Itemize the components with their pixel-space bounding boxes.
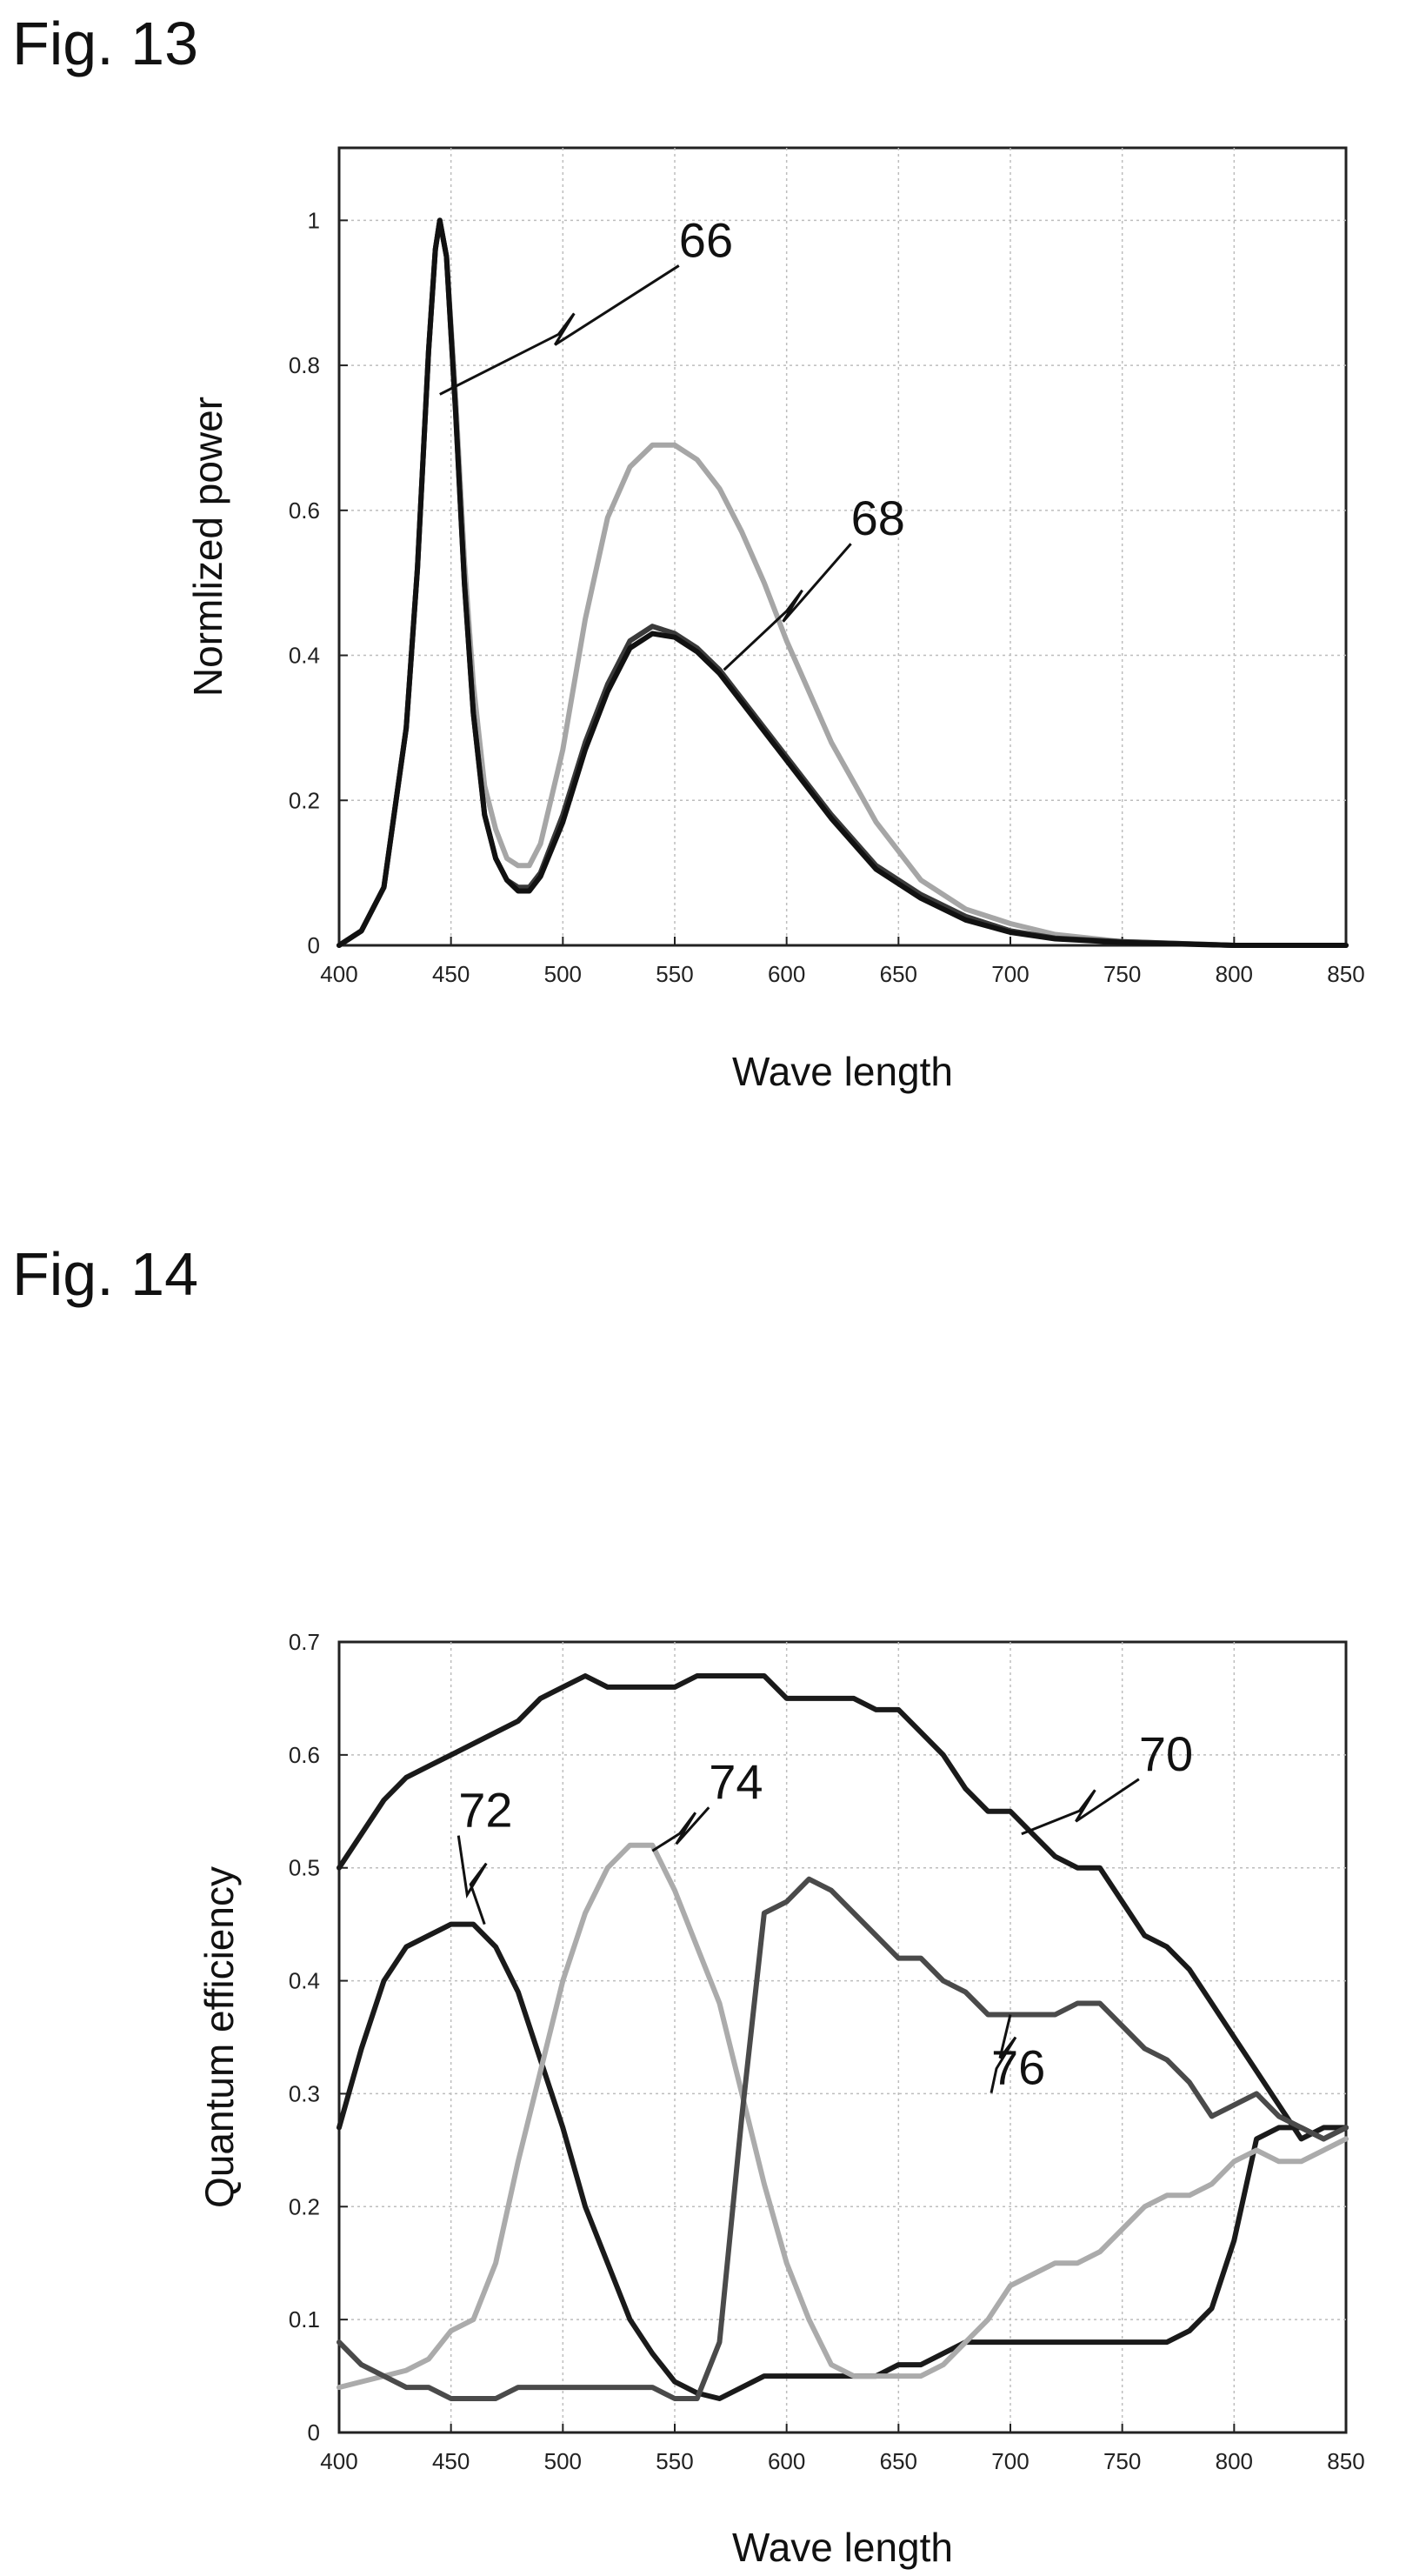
series-line-3 bbox=[337, 217, 1349, 948]
y-tick-label: 0.2 bbox=[289, 2193, 320, 2219]
x-axis-label: Wave length bbox=[732, 2525, 953, 2570]
leader-line-72 bbox=[456, 1835, 488, 1925]
y-tick-label: 0.8 bbox=[289, 352, 320, 378]
x-tick-label: 550 bbox=[656, 2448, 693, 2474]
plot-area bbox=[337, 146, 1348, 947]
x-tick-label: 500 bbox=[544, 961, 582, 987]
x-tick-label: 500 bbox=[544, 2448, 582, 2474]
series-line-2 bbox=[337, 1921, 1349, 2401]
y-tick-label: 0.5 bbox=[289, 1855, 320, 1881]
y-axis-label: Quantum efficiency bbox=[197, 1866, 242, 2208]
x-tick-label: 400 bbox=[320, 961, 357, 987]
leader-line-70 bbox=[1021, 1778, 1140, 1836]
x-tick-label: 700 bbox=[991, 2448, 1029, 2474]
x-tick-label: 600 bbox=[768, 961, 805, 987]
y-tick-label: 0.6 bbox=[289, 1742, 320, 1768]
figure-13-label: Fig. 13 bbox=[12, 10, 198, 77]
x-tick-label: 800 bbox=[1216, 961, 1253, 987]
x-tick-label: 750 bbox=[1103, 961, 1141, 987]
reference-numeral-70: 70 bbox=[1139, 1726, 1193, 1781]
reference-numeral-72: 72 bbox=[458, 1783, 512, 1838]
y-tick-label: 0.4 bbox=[289, 643, 320, 669]
y-tick-label: 0 bbox=[308, 932, 320, 958]
y-tick-label: 0.6 bbox=[289, 497, 320, 524]
x-tick-label: 650 bbox=[880, 961, 917, 987]
x-tick-label: 650 bbox=[880, 2448, 917, 2474]
leader-line-66 bbox=[439, 264, 680, 396]
x-tick-label: 400 bbox=[320, 2448, 357, 2474]
x-tick-label: 700 bbox=[991, 961, 1029, 987]
series-line-1 bbox=[337, 1673, 1349, 2142]
figure-14-label: Fig. 14 bbox=[12, 1240, 198, 1308]
x-tick-label: 450 bbox=[432, 961, 470, 987]
reference-numeral-76: 76 bbox=[991, 2040, 1045, 2095]
y-axis-label: Normlized power bbox=[185, 397, 230, 697]
series-line-4 bbox=[337, 1876, 1349, 2401]
x-axis-label: Wave length bbox=[732, 1049, 953, 1094]
leader-line-68 bbox=[723, 543, 852, 671]
y-tick-label: 0.3 bbox=[289, 2080, 320, 2106]
x-tick-label: 600 bbox=[768, 2448, 805, 2474]
y-tick-label: 0.2 bbox=[289, 787, 320, 813]
x-tick-label: 850 bbox=[1327, 2448, 1364, 2474]
y-tick-label: 0.7 bbox=[289, 1629, 320, 1655]
reference-numeral-66: 66 bbox=[679, 212, 733, 267]
x-tick-label: 450 bbox=[432, 2448, 470, 2474]
plot-area bbox=[337, 1640, 1348, 2434]
x-tick-label: 800 bbox=[1216, 2448, 1253, 2474]
x-tick-label: 850 bbox=[1327, 961, 1364, 987]
series-line-3 bbox=[337, 1842, 1349, 2391]
leader-line-74 bbox=[651, 1806, 710, 1852]
reference-numeral-74: 74 bbox=[709, 1754, 763, 1809]
y-tick-label: 1 bbox=[308, 207, 320, 233]
reference-numeral-68: 68 bbox=[851, 491, 905, 545]
y-tick-label: 0.1 bbox=[289, 2306, 320, 2332]
figure-13-chart: 400 450 500 550 600 650 700 750 800 850 0 0.2 0.4 0.6… bbox=[185, 146, 1365, 1094]
y-tick-label: 0.4 bbox=[289, 1968, 320, 1994]
leader-line-76 bbox=[990, 2014, 1017, 2093]
x-tick-label: 750 bbox=[1103, 2448, 1141, 2474]
y-tick-label: 0 bbox=[308, 2419, 320, 2446]
x-tick-label: 550 bbox=[656, 961, 693, 987]
